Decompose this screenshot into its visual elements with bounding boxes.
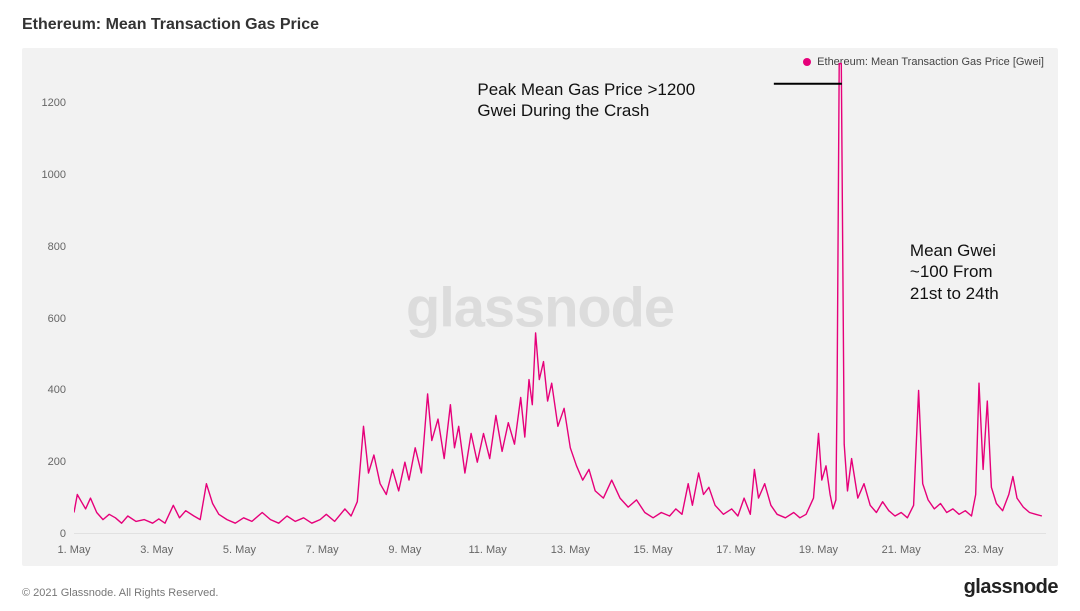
brand-logo: glassnode	[964, 576, 1058, 599]
x-tick-label: 9. May	[388, 544, 421, 556]
x-tick-label: 23. May	[964, 544, 1003, 556]
x-tick-label: 7. May	[306, 544, 339, 556]
y-tick-label: 1000	[22, 169, 66, 181]
x-tick-label: 21. May	[882, 544, 921, 556]
chart-annotation: Peak Mean Gas Price >1200Gwei During the…	[477, 79, 695, 122]
copyright-text: © 2021 Glassnode. All Rights Reserved.	[22, 587, 218, 599]
footer: © 2021 Glassnode. All Rights Reserved. g…	[22, 566, 1058, 599]
x-tick-label: 3. May	[140, 544, 173, 556]
y-tick-label: 0	[22, 528, 66, 540]
y-tick-label: 800	[22, 241, 66, 253]
plot-region	[74, 60, 1046, 534]
y-tick-label: 1200	[22, 97, 66, 109]
x-tick-label: 15. May	[633, 544, 672, 556]
line-chart-svg	[74, 60, 1046, 534]
chart-title: Ethereum: Mean Transaction Gas Price	[22, 16, 1058, 34]
chart-area: glassnode Ethereum: Mean Transaction Gas…	[22, 48, 1058, 566]
x-tick-label: 17. May	[716, 544, 755, 556]
x-tick-label: 1. May	[57, 544, 90, 556]
x-tick-label: 11. May	[468, 544, 506, 556]
y-tick-label: 200	[22, 456, 66, 468]
y-tick-label: 400	[22, 384, 66, 396]
x-tick-label: 13. May	[551, 544, 590, 556]
chart-annotation: Mean Gwei~100 From21st to 24th	[910, 240, 999, 304]
y-tick-label: 600	[22, 313, 66, 325]
x-tick-label: 5. May	[223, 544, 256, 556]
x-tick-label: 19. May	[799, 544, 838, 556]
gas-price-line	[74, 64, 1042, 524]
